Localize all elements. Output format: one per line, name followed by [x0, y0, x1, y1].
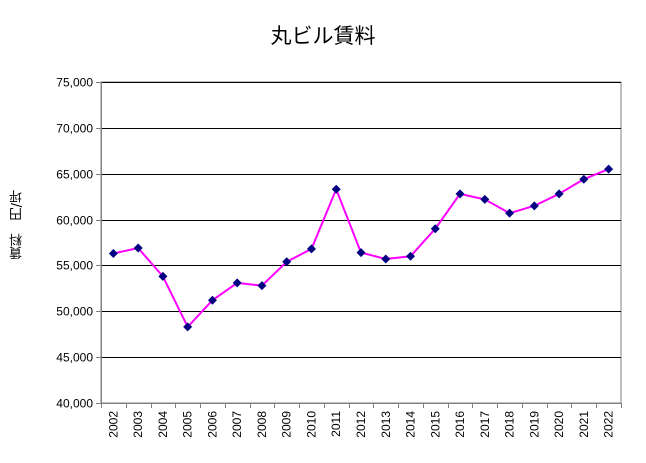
data-point	[108, 249, 118, 259]
data-point	[183, 322, 193, 332]
x-tick-label: 2002	[106, 411, 120, 438]
chart-title: 丸ビル賃料	[270, 24, 376, 48]
x-tick-label: 2020	[552, 411, 566, 438]
x-tick-label: 2010	[304, 411, 318, 438]
y-tick-label: 75,000	[56, 76, 93, 90]
x-tick-label: 2008	[255, 411, 269, 438]
data-point	[331, 184, 341, 194]
data-point	[257, 281, 267, 291]
x-tick-label: 2013	[379, 411, 393, 438]
x-tick-label: 2014	[404, 411, 418, 438]
x-tick-label: 2004	[156, 411, 170, 438]
data-point	[554, 189, 564, 199]
data-point	[356, 248, 366, 258]
data-point	[505, 208, 515, 218]
y-tick-label: 50,000	[56, 305, 93, 319]
data-point	[480, 194, 490, 204]
x-tick-label: 2011	[329, 411, 343, 437]
x-tick-label: 2019	[527, 411, 541, 438]
data-point	[207, 295, 217, 305]
y-tick-label: 55,000	[56, 259, 93, 273]
x-tick-label: 2005	[181, 411, 195, 438]
data-point	[133, 243, 143, 253]
data-point	[306, 244, 316, 254]
x-tick-label: 2017	[478, 411, 492, 438]
y-tick-label: 60,000	[56, 214, 93, 228]
x-tick-label: 2022	[602, 411, 616, 438]
x-tick-label: 2018	[503, 411, 517, 438]
data-point	[604, 164, 614, 174]
x-tick-label: 2021	[577, 411, 591, 438]
data-point	[529, 201, 539, 211]
data-point	[406, 251, 416, 261]
plot-area	[100, 81, 622, 404]
data-point	[430, 224, 440, 234]
data-point	[381, 254, 391, 264]
y-tick-label: 70,000	[56, 122, 93, 136]
x-tick-label: 2006	[205, 411, 219, 438]
x-tick-label: 2003	[131, 411, 145, 438]
data-point	[455, 189, 465, 199]
x-tick-label: 2016	[453, 411, 467, 438]
y-tick-label: 45,000	[56, 351, 93, 365]
data-point	[282, 257, 292, 267]
y-tick-label: 40,000	[56, 397, 93, 411]
x-tick-label: 2007	[230, 411, 244, 438]
x-tick-label: 2015	[428, 411, 442, 438]
x-tick-label: 2009	[280, 411, 294, 438]
x-tick-label: 2012	[354, 411, 368, 438]
data-point	[579, 174, 589, 184]
y-tick-label: 65,000	[56, 168, 93, 182]
data-point	[232, 278, 242, 288]
data-point	[158, 271, 168, 281]
